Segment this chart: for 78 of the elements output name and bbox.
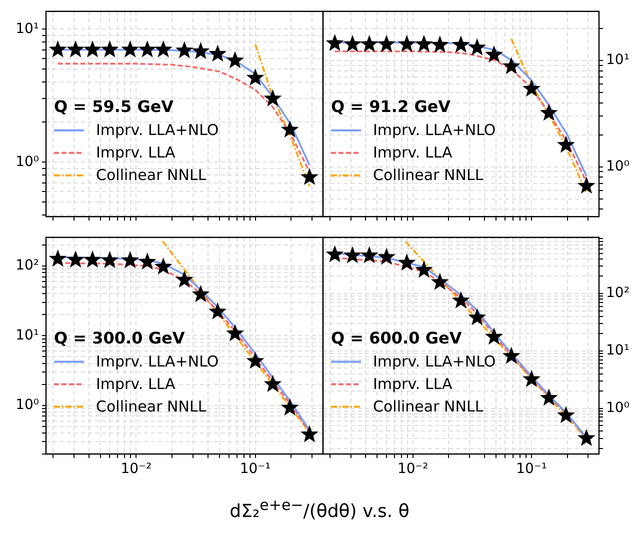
y-tick-label: 10¹ xyxy=(606,52,630,68)
point xyxy=(558,406,574,422)
point xyxy=(416,36,432,52)
legend-label: Collinear NNLL xyxy=(373,166,484,184)
point xyxy=(210,303,226,319)
point xyxy=(84,251,101,267)
y-tick-label: 10² xyxy=(16,258,39,274)
point xyxy=(452,292,470,308)
y-tick-label: 10⁰ xyxy=(606,158,630,174)
point xyxy=(247,352,264,368)
point xyxy=(84,41,101,57)
point xyxy=(326,246,343,262)
point xyxy=(558,136,574,152)
point xyxy=(282,399,298,415)
legend-label: Imprv. LLA+NLO xyxy=(373,352,496,371)
x-axis-title: dΣ₂$^{e+e−}$/(θdθ) v.s. θ xyxy=(228,496,410,522)
point xyxy=(139,41,156,57)
point xyxy=(192,42,209,58)
point xyxy=(210,46,226,62)
legend-label: Imprv. LLA xyxy=(96,144,176,162)
point xyxy=(301,168,318,184)
x-tick-label: 10⁻¹ xyxy=(516,461,547,478)
point xyxy=(282,121,298,137)
point xyxy=(326,34,343,50)
point xyxy=(361,247,378,263)
point xyxy=(50,250,66,266)
point xyxy=(122,41,138,57)
y-tick-label: 10⁰ xyxy=(16,154,40,170)
point xyxy=(50,41,66,57)
point xyxy=(67,251,84,267)
point xyxy=(192,286,209,302)
point xyxy=(486,46,502,62)
x-tick-label: 10⁻² xyxy=(120,461,152,478)
legend-label: Imprv. LLA+NLO xyxy=(373,121,496,140)
legend-label: Imprv. LLA xyxy=(373,144,454,162)
point xyxy=(452,36,470,52)
point xyxy=(176,271,193,287)
legend-label: Collinear NNLL xyxy=(373,398,484,416)
point xyxy=(523,370,540,386)
y-tick-label: 10² xyxy=(606,285,630,302)
legend-label: Imprv. LLA+NLO xyxy=(96,352,219,371)
point xyxy=(469,309,486,325)
x-tick-label: 10⁻¹ xyxy=(240,461,271,478)
legend-title: Q = 300.0 GeV xyxy=(54,328,186,348)
y-tick-label: 10¹ xyxy=(606,342,630,359)
legend-label: Imprv. LLA+NLO xyxy=(96,121,219,140)
point xyxy=(67,41,84,57)
point xyxy=(523,80,540,96)
point xyxy=(176,42,193,58)
point xyxy=(416,262,432,278)
legend-title: Q = 600.0 GeV xyxy=(331,328,462,348)
point xyxy=(361,36,378,52)
point xyxy=(540,390,558,406)
point xyxy=(264,376,281,392)
point xyxy=(264,90,281,106)
y-tick-label: 10¹ xyxy=(16,327,39,344)
point xyxy=(540,104,558,120)
point xyxy=(139,253,156,269)
legend-label: Imprv. LLA xyxy=(96,375,176,394)
point xyxy=(398,254,415,270)
legend-title: Q = 59.5 GeV xyxy=(54,97,174,116)
point xyxy=(122,252,138,268)
legend-label: Collinear NNLL xyxy=(96,398,207,416)
point xyxy=(469,39,486,55)
point xyxy=(398,36,415,52)
y-tick-label: 10¹ xyxy=(16,20,39,37)
legend-label: Imprv. LLA xyxy=(373,375,454,394)
legend-title: Q = 91.2 GeV xyxy=(331,97,452,116)
point xyxy=(301,426,318,442)
line-series xyxy=(254,43,310,188)
legend-label: Collinear NNLL xyxy=(96,166,207,184)
point xyxy=(247,69,264,85)
y-tick-label: 10⁰ xyxy=(606,400,630,416)
point xyxy=(486,328,502,344)
y-tick-label: 10⁰ xyxy=(16,396,40,413)
x-tick-label: 10⁻² xyxy=(397,461,428,478)
point xyxy=(344,36,361,52)
point xyxy=(344,247,361,263)
